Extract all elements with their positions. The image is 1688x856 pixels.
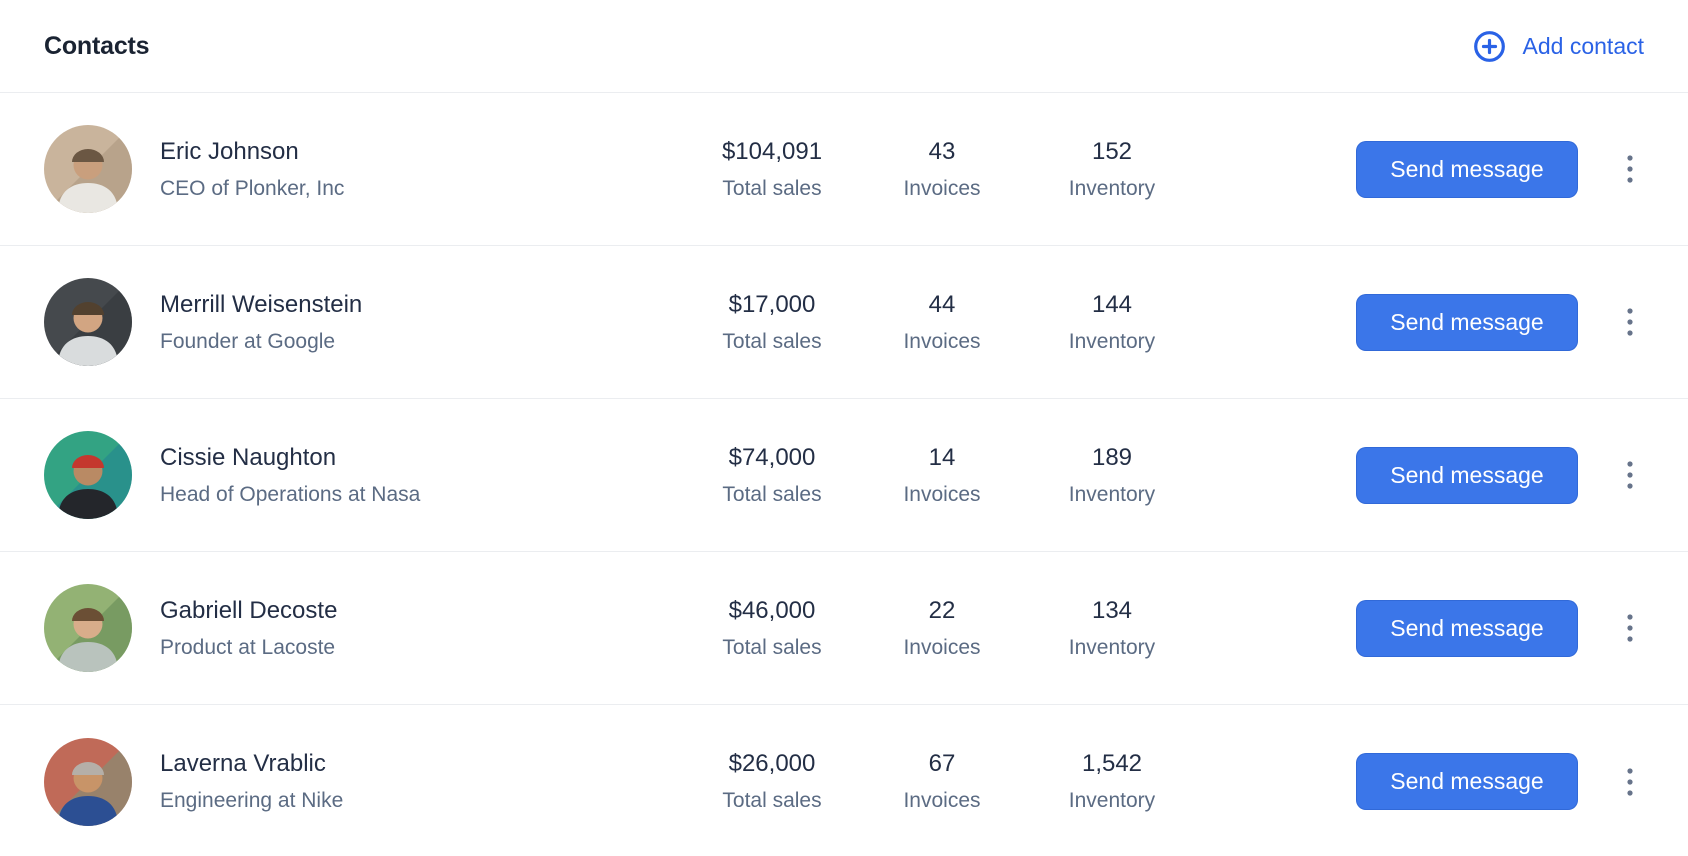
more-options-button[interactable]: [1616, 455, 1644, 495]
invoices-value: 44: [928, 290, 956, 318]
contact-row: Eric Johnson CEO of Plonker, Inc $104,09…: [0, 93, 1688, 246]
stat-invoices: 14 Invoices: [857, 444, 1027, 507]
stat-inventory: 189 Inventory: [1027, 444, 1197, 507]
inventory-value: 134: [1091, 596, 1133, 624]
more-options-button[interactable]: [1616, 149, 1644, 189]
contact-identity: Cissie Naughton Head of Operations at Na…: [160, 444, 687, 507]
invoices-label: Invoices: [903, 482, 981, 506]
invoices-value: 14: [928, 443, 956, 471]
avatar: [44, 584, 132, 672]
contact-identity: Laverna Vrablic Engineering at Nike: [160, 750, 687, 813]
contact-role: Founder at Google: [160, 329, 336, 353]
inventory-label: Inventory: [1068, 329, 1156, 353]
stat-inventory: 152 Inventory: [1027, 138, 1197, 201]
stat-total-sales: $74,000 Total sales: [687, 444, 857, 507]
contact-name: Eric Johnson: [160, 137, 299, 165]
inventory-label: Inventory: [1068, 482, 1156, 506]
contact-list: Eric Johnson CEO of Plonker, Inc $104,09…: [0, 93, 1688, 856]
send-message-button[interactable]: Send message: [1356, 293, 1578, 351]
stat-total-sales: $26,000 Total sales: [687, 750, 857, 813]
page-title: Contacts: [44, 31, 150, 60]
inventory-value: 1,542: [1081, 750, 1143, 777]
avatar: [44, 125, 132, 213]
contact-identity: Eric Johnson CEO of Plonker, Inc: [160, 138, 687, 201]
contact-name: Laverna Vrablic: [160, 750, 326, 777]
stat-invoices: 43 Invoices: [857, 138, 1027, 201]
stat-inventory: 1,542 Inventory: [1027, 750, 1197, 813]
add-contact-button[interactable]: Add contact: [1473, 30, 1644, 63]
stat-total-sales: $46,000 Total sales: [687, 597, 857, 660]
contact-row: Laverna Vrablic Engineering at Nike $26,…: [0, 705, 1688, 856]
invoices-label: Invoices: [903, 329, 981, 353]
total-sales-value: $74,000: [728, 443, 816, 471]
contact-role: Head of Operations at Nasa: [160, 482, 421, 506]
contact-role: CEO of Plonker, Inc: [160, 176, 345, 200]
more-options-button[interactable]: [1616, 608, 1644, 648]
kebab-vertical-icon: [1627, 461, 1633, 489]
send-message-button[interactable]: Send message: [1356, 753, 1578, 810]
inventory-label: Inventory: [1068, 635, 1156, 659]
inventory-label: Inventory: [1068, 789, 1156, 812]
send-message-button[interactable]: Send message: [1356, 140, 1578, 198]
stat-inventory: 144 Inventory: [1027, 291, 1197, 354]
contact-name: Merrill Weisenstein: [160, 290, 363, 318]
avatar-photo: [44, 737, 132, 826]
total-sales-label: Total sales: [722, 635, 822, 659]
stat-inventory: 134 Inventory: [1027, 597, 1197, 660]
stat-invoices: 22 Invoices: [857, 597, 1027, 660]
avatar: [44, 737, 132, 826]
contact-role: Product at Lacoste: [160, 635, 336, 659]
kebab-vertical-icon: [1627, 767, 1633, 796]
avatar: [44, 431, 132, 519]
total-sales-value: $46,000: [728, 596, 816, 624]
avatar-photo: [44, 584, 132, 672]
contact-name: Gabriell Decoste: [160, 596, 338, 624]
send-message-button[interactable]: Send message: [1356, 446, 1578, 504]
invoices-value: 43: [928, 137, 956, 165]
contact-name: Cissie Naughton: [160, 443, 337, 471]
contact-row: Gabriell Decoste Product at Lacoste $46,…: [0, 552, 1688, 705]
total-sales-value: $104,091: [721, 137, 823, 165]
invoices-value: 22: [928, 596, 956, 624]
stat-invoices: 44 Invoices: [857, 291, 1027, 354]
stat-invoices: 67 Invoices: [857, 750, 1027, 813]
invoices-label: Invoices: [903, 635, 981, 659]
contact-role: Engineering at Nike: [160, 789, 344, 812]
plus-circle-icon: [1473, 30, 1506, 63]
total-sales-label: Total sales: [722, 789, 822, 812]
add-contact-label: Add contact: [1522, 32, 1644, 59]
inventory-value: 144: [1091, 290, 1133, 318]
contact-identity: Gabriell Decoste Product at Lacoste: [160, 597, 687, 660]
stat-total-sales: $17,000 Total sales: [687, 291, 857, 354]
send-message-button[interactable]: Send message: [1356, 599, 1578, 657]
avatar-photo: [44, 431, 132, 519]
inventory-value: 189: [1091, 443, 1133, 471]
invoices-label: Invoices: [903, 789, 981, 812]
kebab-vertical-icon: [1627, 155, 1633, 183]
total-sales-label: Total sales: [722, 176, 822, 200]
invoices-value: 67: [928, 750, 956, 777]
total-sales-label: Total sales: [722, 329, 822, 353]
kebab-vertical-icon: [1627, 308, 1633, 336]
kebab-vertical-icon: [1627, 614, 1633, 642]
inventory-label: Inventory: [1068, 176, 1156, 200]
contact-row: Cissie Naughton Head of Operations at Na…: [0, 399, 1688, 552]
invoices-label: Invoices: [903, 176, 981, 200]
total-sales-label: Total sales: [722, 482, 822, 506]
avatar: [44, 278, 132, 366]
total-sales-value: $17,000: [728, 290, 816, 318]
total-sales-value: $26,000: [728, 750, 816, 777]
contacts-header: Contacts Add contact: [0, 0, 1688, 93]
avatar-photo: [44, 278, 132, 366]
more-options-button[interactable]: [1616, 302, 1644, 342]
avatar-photo: [44, 125, 132, 213]
contact-row: Merrill Weisenstein Founder at Google $1…: [0, 246, 1688, 399]
stat-total-sales: $104,091 Total sales: [687, 138, 857, 201]
more-options-button[interactable]: [1616, 762, 1644, 802]
inventory-value: 152: [1091, 137, 1133, 165]
contact-identity: Merrill Weisenstein Founder at Google: [160, 291, 687, 354]
